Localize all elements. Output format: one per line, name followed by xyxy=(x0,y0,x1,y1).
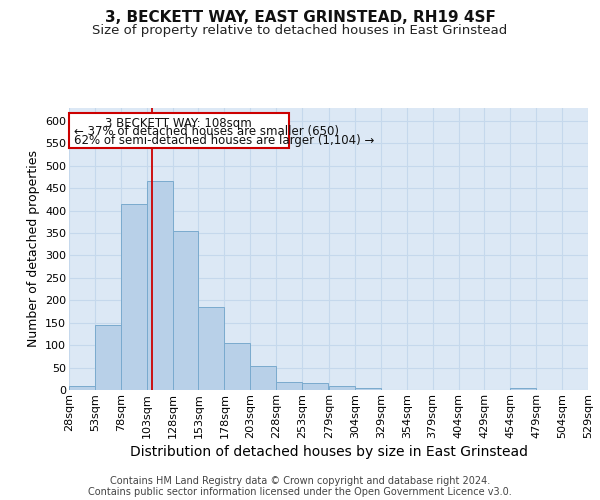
Bar xyxy=(69,386,95,390)
Bar xyxy=(355,388,381,390)
Bar xyxy=(173,231,199,390)
Bar xyxy=(302,384,328,390)
Text: 3 BECKETT WAY: 108sqm: 3 BECKETT WAY: 108sqm xyxy=(106,118,252,130)
Text: 62% of semi-detached houses are larger (1,104) →: 62% of semi-detached houses are larger (… xyxy=(74,134,374,146)
Bar xyxy=(224,343,250,390)
Y-axis label: Number of detached properties: Number of detached properties xyxy=(26,150,40,348)
Bar xyxy=(121,204,146,390)
Text: Contains HM Land Registry data © Crown copyright and database right 2024.: Contains HM Land Registry data © Crown c… xyxy=(110,476,490,486)
Text: Size of property relative to detached houses in East Grinstead: Size of property relative to detached ho… xyxy=(92,24,508,37)
Bar xyxy=(276,382,302,390)
Text: Contains public sector information licensed under the Open Government Licence v3: Contains public sector information licen… xyxy=(88,487,512,497)
Bar xyxy=(95,325,121,390)
Bar xyxy=(511,388,536,390)
Bar xyxy=(250,366,276,390)
Bar xyxy=(199,307,224,390)
Bar xyxy=(146,182,173,390)
X-axis label: Distribution of detached houses by size in East Grinstead: Distribution of detached houses by size … xyxy=(130,445,527,459)
Bar xyxy=(329,386,355,390)
Bar xyxy=(69,113,289,148)
Text: 3, BECKETT WAY, EAST GRINSTEAD, RH19 4SF: 3, BECKETT WAY, EAST GRINSTEAD, RH19 4SF xyxy=(104,10,496,25)
Text: ← 37% of detached houses are smaller (650): ← 37% of detached houses are smaller (65… xyxy=(74,126,339,138)
